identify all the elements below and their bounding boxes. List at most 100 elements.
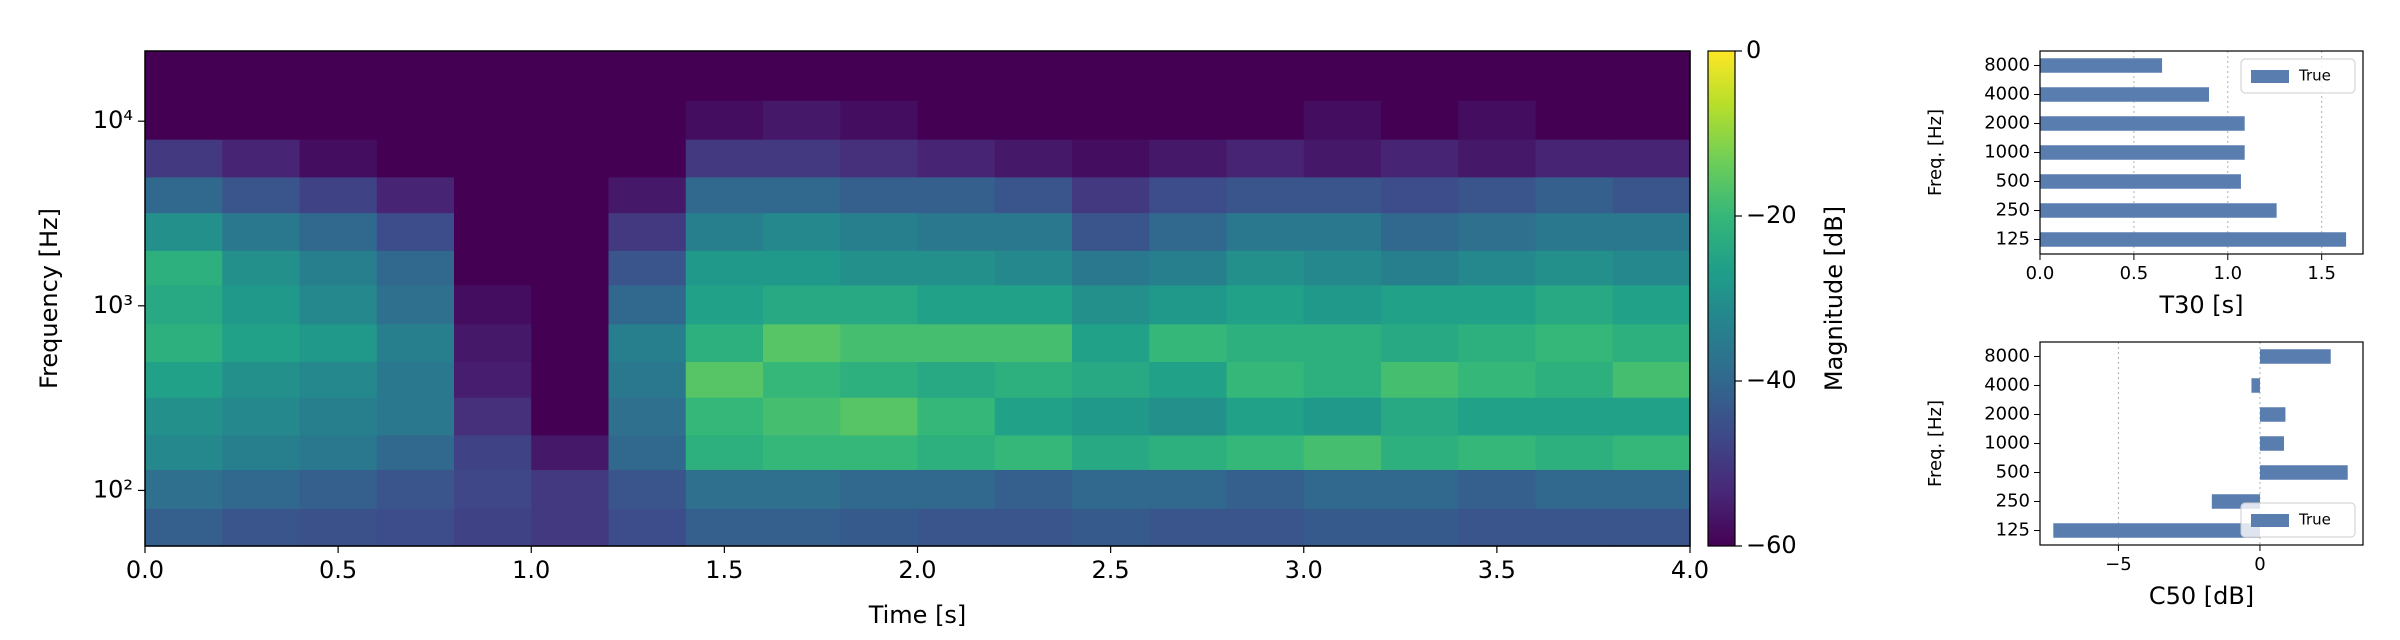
x-tick-label: 1.5 [705, 556, 743, 584]
spectrogram-cell [608, 361, 687, 398]
spectrogram-cell [531, 100, 610, 140]
spectrogram-cell [917, 212, 996, 251]
spectrogram-cell [1303, 361, 1382, 398]
spectrogram-cell [1226, 212, 1305, 251]
spectrogram-cell [840, 397, 919, 436]
spectrogram-cell [1303, 139, 1382, 178]
spectrogram-cell [531, 139, 610, 178]
spectrogram-cell [763, 361, 841, 398]
spectrogram-cell [840, 284, 919, 325]
x-tick-label: 3.0 [1285, 556, 1323, 584]
bar [2040, 174, 2241, 189]
spectrogram-cell [840, 212, 919, 251]
legend-label: True [2298, 511, 2331, 529]
spectrogram-cell [1458, 508, 1537, 547]
spectrogram-cell [1535, 469, 1614, 509]
spectrogram-cell [1072, 51, 1150, 101]
spectrogram-cell [531, 51, 610, 101]
spectrogram-cell [1458, 434, 1537, 470]
y-tick-label: 1000 [1984, 142, 2030, 163]
spectrogram-cell [1303, 434, 1382, 470]
spectrogram-cell [1072, 212, 1150, 251]
spectrogram-cell [685, 469, 764, 509]
spectrogram-cell [531, 250, 610, 286]
spectrogram-cell [1458, 176, 1537, 214]
spectrogram-cell [1226, 284, 1305, 325]
spectrogram-cell [1458, 139, 1537, 178]
y-tick-label: 125 [1996, 520, 2030, 541]
spectrogram-cell [222, 397, 301, 436]
spectrogram-cell [1072, 100, 1150, 140]
spectrogram-cell [376, 284, 455, 325]
colorbar-tick-label: −60 [1746, 531, 1797, 559]
spectrogram-cell [608, 250, 687, 286]
spectrogram-cell [531, 284, 610, 325]
spectrogram-cell [1303, 250, 1382, 286]
spectrogram-cell [1072, 361, 1150, 398]
spectrogram-cell [145, 434, 223, 470]
spectrogram-cell [1612, 139, 1691, 178]
spectrogram-cell [1458, 397, 1537, 436]
spectrogram-cell [376, 469, 455, 509]
x-tick-label: 2.5 [1092, 556, 1130, 584]
spectrogram-cell [840, 100, 919, 140]
spectrogram-cell [917, 51, 996, 101]
spectrogram-cell [685, 361, 764, 398]
spectrogram-cell [222, 51, 301, 101]
spectrogram-cell [685, 397, 764, 436]
spectrogram-cell [1535, 434, 1614, 470]
spectrogram-cell [222, 139, 301, 178]
spectrogram-cell [1535, 508, 1614, 547]
spectrogram-cell [763, 212, 841, 251]
spectrogram-cell [1072, 176, 1150, 214]
spectrogram-cell [1535, 284, 1614, 325]
spectrogram-cell [917, 397, 996, 436]
spectrogram-cell [763, 250, 841, 286]
spectrogram-cell [763, 323, 841, 362]
spectrogram-cell [1226, 434, 1305, 470]
spectrogram-cell [608, 212, 687, 251]
spectrogram-cell [685, 508, 764, 547]
y-tick-label: 10³ [93, 291, 133, 319]
spectrogram-cell [1149, 51, 1228, 101]
spectrogram-cell [840, 469, 919, 509]
spectrogram-cell [994, 469, 1073, 509]
spectrogram-cell [454, 284, 532, 325]
bar [2040, 232, 2347, 247]
spectrogram-cell [1149, 212, 1228, 251]
spectrogram-cell [299, 250, 378, 286]
spectrogram-cell [1535, 100, 1614, 140]
spectrogram-cell [685, 100, 764, 140]
x-tick-label: 1.5 [2307, 263, 2336, 284]
spectrogram-cell [917, 434, 996, 470]
spectrogram-cell [531, 361, 610, 398]
bar [2053, 523, 2260, 538]
spectrogram-cell [1149, 100, 1228, 140]
spectrogram-cell [608, 508, 687, 547]
spectrogram-cell [454, 212, 532, 251]
spectrogram-cell [1303, 508, 1382, 547]
spectrogram-cell [685, 51, 764, 101]
spectrogram-cell [763, 397, 841, 436]
spectrogram-cell [1381, 323, 1459, 362]
spectrogram-cell [531, 397, 610, 436]
spectrogram-cell [145, 323, 223, 362]
spectrogram-cell [1535, 361, 1614, 398]
spectrogram-cell [1303, 323, 1382, 362]
spectrogram-cell [840, 434, 919, 470]
spectrogram-cell [531, 508, 610, 547]
spectrogram-cell [1381, 212, 1459, 251]
spectrogram-cell [1612, 250, 1691, 286]
spectrogram-cell [1072, 284, 1150, 325]
y-tick-label: 500 [1996, 171, 2030, 192]
colorbar-tick-label: 0 [1746, 36, 1761, 64]
colorbar-tick-label: −40 [1746, 366, 1797, 394]
spectrogram-cell [1072, 434, 1150, 470]
spectrogram-cell [917, 139, 996, 178]
spectrogram-cell [376, 212, 455, 251]
spectrogram-cell [531, 434, 610, 470]
spectrogram-cell [1072, 250, 1150, 286]
legend-frame [2240, 58, 2356, 94]
spectrogram-cell [917, 469, 996, 509]
